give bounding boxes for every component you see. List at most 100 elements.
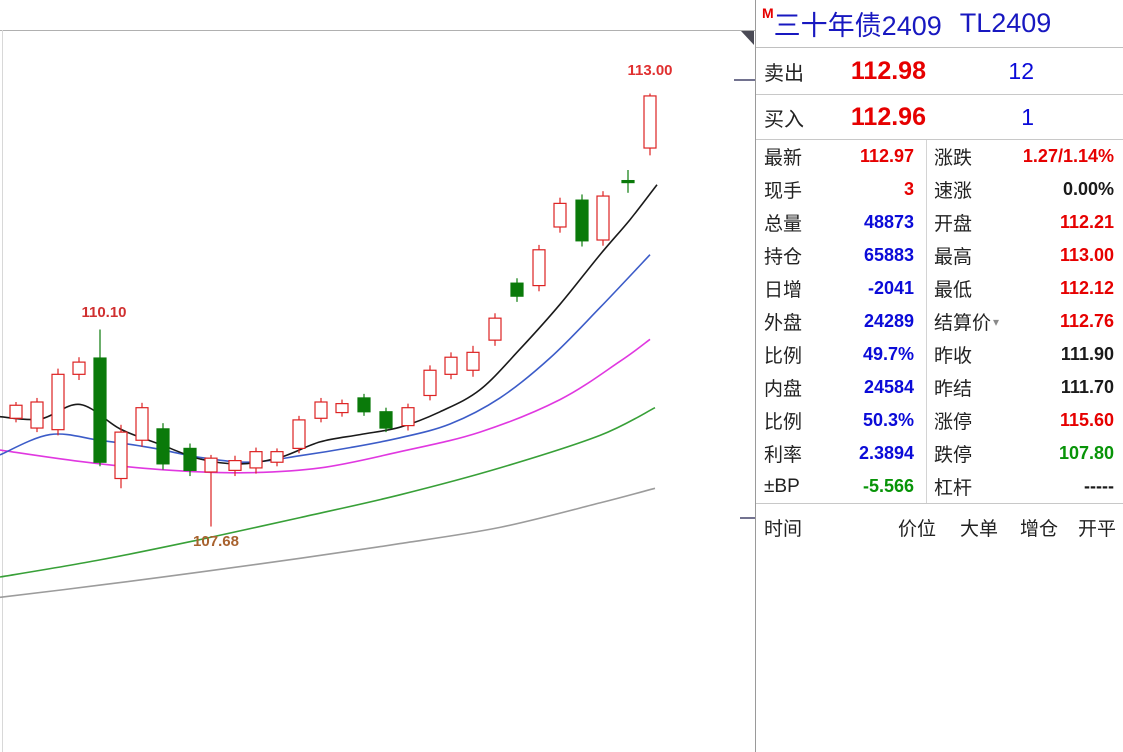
candle-up xyxy=(488,317,502,341)
stat-label: 开盘 xyxy=(934,214,973,235)
candle-down xyxy=(357,397,371,413)
stat-label: 日增 xyxy=(764,280,803,301)
stat-cell-left-8: 比例 50.3% xyxy=(756,404,926,437)
stat-value: 107.80 xyxy=(1058,443,1114,463)
stat-label: 现手 xyxy=(764,181,803,202)
price-extreme-label: 110.10 xyxy=(81,304,126,321)
stat-cell-right-6: 昨收 111.90 xyxy=(926,338,1123,371)
candle-up xyxy=(532,249,546,287)
instrument-name: 三十年债2409 xyxy=(773,11,942,41)
tape-col-2: 大单 xyxy=(960,519,999,540)
stat-value: 50.3% xyxy=(862,410,914,430)
stat-cell-left-9: 利率 2.3894 xyxy=(756,437,926,470)
stat-value: 2.3894 xyxy=(858,443,914,463)
candle-up xyxy=(423,369,437,397)
stat-label: 跌停 xyxy=(934,445,973,466)
candle-up xyxy=(643,95,657,149)
stat-value: 3 xyxy=(903,179,914,199)
bid-row[interactable]: 买入 112.96 1 xyxy=(756,95,1123,140)
candle-up xyxy=(335,403,349,414)
candle-up xyxy=(249,451,263,469)
candle-up xyxy=(466,351,480,371)
tick-list-header: 时间 价位 大单 增仓 开平 xyxy=(756,504,1123,544)
stat-cell-left-5: 外盘 24289 xyxy=(756,305,926,338)
quote-panel: M 三十年债2409 TL2409 卖出 112.98 12 买入 112.96… xyxy=(755,0,1123,752)
stat-label: 利率 xyxy=(764,445,803,466)
stat-value: 112.97 xyxy=(859,146,914,166)
candle-up xyxy=(204,457,218,473)
stat-label: 持仓 xyxy=(764,247,803,268)
stat-cell-right-5: 结算价 ▾ 112.76 xyxy=(926,305,1123,338)
instrument-code: TL2409 xyxy=(959,8,1052,38)
stat-cell-left-2: 总量 48873 xyxy=(756,206,926,239)
ma-gray-line xyxy=(0,487,656,599)
candle-up xyxy=(596,195,610,241)
candle-up xyxy=(401,407,415,427)
candle-down xyxy=(156,428,170,465)
stat-value: 1.27/1.14% xyxy=(1022,146,1114,166)
tape-col-0: 时间 xyxy=(764,519,803,540)
stat-label: 内盘 xyxy=(764,379,803,400)
corner-collapse-triangle[interactable] xyxy=(741,31,754,45)
stat-cell-left-7: 内盘 24584 xyxy=(756,371,926,404)
stat-cell-left-6: 比例 49.7% xyxy=(756,338,926,371)
quote-stats-grid: 最新 112.97 涨跌 1.27/1.14% 现手 3 速涨 0.00% 总量 48873 开盘 1… xyxy=(756,140,1123,504)
stat-label: 速涨 xyxy=(934,181,973,202)
candle-up xyxy=(292,419,306,449)
candle-down xyxy=(183,447,197,471)
stat-cell-right-8: 涨停 115.60 xyxy=(926,404,1123,437)
stat-cell-left-0: 最新 112.97 xyxy=(756,140,926,173)
stat-value: 24289 xyxy=(863,311,914,331)
stat-value: -2041 xyxy=(867,278,914,298)
stat-value: 65883 xyxy=(863,245,914,265)
stat-cell-left-3: 持仓 65883 xyxy=(756,239,926,272)
bid-price: 112.96 xyxy=(850,102,926,131)
tape-col-1: 价位 xyxy=(898,519,937,540)
main-contract-marker: M xyxy=(762,5,774,21)
candle-down xyxy=(510,282,524,297)
candle-up xyxy=(135,407,149,441)
candle-down xyxy=(93,357,107,463)
ma-green-line xyxy=(0,406,656,578)
stat-cell-right-10: 杠杆 ----- xyxy=(926,470,1123,503)
chart-canvas[interactable]: 113.00 110.10 107.68 xyxy=(0,0,755,752)
stat-value: -5.566 xyxy=(862,476,914,496)
candlestick-chart[interactable]: 113.00 110.10 107.68 xyxy=(0,0,755,752)
stat-cell-right-7: 昨结 111.70 xyxy=(926,371,1123,404)
stat-value: 113.00 xyxy=(1059,245,1114,265)
ask-row[interactable]: 卖出 112.98 12 xyxy=(756,48,1123,95)
stat-value: 24584 xyxy=(863,377,914,397)
stat-value: 112.21 xyxy=(1059,212,1114,232)
ask-price: 112.98 xyxy=(850,56,926,85)
stat-cell-right-4: 最低 112.12 xyxy=(926,272,1123,305)
ma-blue-line xyxy=(0,254,651,464)
candle-up xyxy=(553,202,567,228)
stat-cell-left-1: 现手 3 xyxy=(756,173,926,206)
stat-value: 0.00% xyxy=(1062,179,1114,199)
candle-up xyxy=(30,401,44,429)
instrument-header[interactable]: M 三十年债2409 TL2409 xyxy=(756,0,1123,48)
ask-label: 卖出 xyxy=(764,62,804,85)
stat-value: 112.12 xyxy=(1059,278,1114,298)
stat-label: 比例 xyxy=(764,412,803,433)
stat-label: 最新 xyxy=(764,148,803,169)
stat-label: 最高 xyxy=(934,247,973,268)
stat-label: 外盘 xyxy=(764,313,803,334)
stat-value: 115.60 xyxy=(1059,410,1114,430)
candle-up xyxy=(270,451,284,463)
stat-cell-right-3: 最高 113.00 xyxy=(926,239,1123,272)
candle-up xyxy=(114,431,128,480)
bid-label: 买入 xyxy=(764,108,804,131)
candle-up xyxy=(72,361,86,375)
price-extreme-label: 113.00 xyxy=(627,62,672,79)
tape-col-3: 增仓 xyxy=(1020,519,1059,540)
stat-label: 昨结 xyxy=(934,379,973,400)
ma-black-line xyxy=(0,184,658,465)
stat-value: 111.90 xyxy=(1060,344,1114,364)
stat-label: 涨跌 xyxy=(934,148,973,169)
settlement-dropdown-icon[interactable]: ▾ xyxy=(993,314,1000,329)
candle-up xyxy=(444,356,458,375)
stat-label: 比例 xyxy=(764,346,803,367)
stat-label: 涨停 xyxy=(934,412,973,433)
